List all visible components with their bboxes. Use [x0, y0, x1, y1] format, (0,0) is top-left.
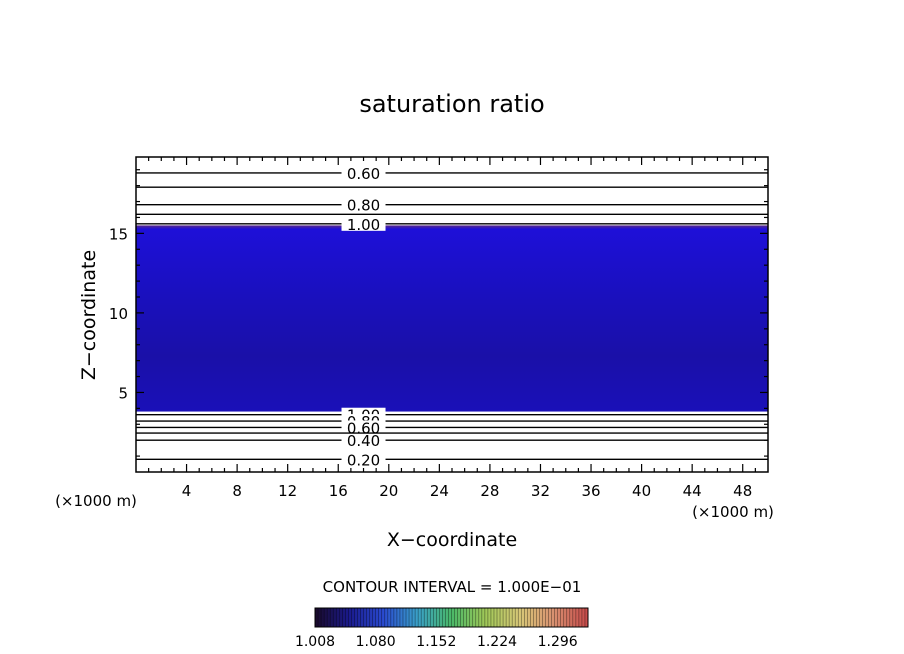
- colorbar-tick-label: 1.008: [295, 634, 335, 650]
- contour-label-bg: [341, 197, 386, 212]
- contour-label-upper-0: 0.60: [347, 165, 380, 183]
- contour-label-lower-4: 0.20: [347, 451, 380, 469]
- x-unit-left: (×1000 m): [55, 492, 137, 510]
- x-tick-label: 16: [329, 482, 348, 500]
- contour-label-bg: [341, 216, 386, 231]
- x-unit-right: (×1000 m): [692, 503, 774, 521]
- y-tick-label: 5: [118, 384, 128, 402]
- chart-title: saturation ratio: [359, 90, 544, 118]
- contour-label-lower-3: 0.40: [347, 432, 380, 450]
- contour-label-bg: [341, 452, 386, 467]
- y-tick-label: 10: [109, 305, 128, 323]
- colorbar-frame: [314, 607, 589, 628]
- x-tick-label: 48: [733, 482, 752, 500]
- x-tick-label: 12: [278, 482, 297, 500]
- contour-label-bg: [341, 165, 386, 180]
- x-tick-label: 20: [379, 482, 398, 500]
- colorbar-tick-label: 1.152: [416, 634, 456, 650]
- colorbar-tick-label: 1.224: [477, 634, 517, 650]
- colorbar-tick-label: 1.080: [356, 634, 396, 650]
- contour-label-bg: [341, 420, 386, 435]
- contour-interval-text: CONTOUR INTERVAL = 1.000E−01: [323, 578, 582, 596]
- x-tick-label: 8: [232, 482, 242, 500]
- filled-region: [136, 225, 768, 412]
- x-tick-label: 44: [683, 482, 702, 500]
- contour-label-upper-2: 0.80: [347, 197, 380, 215]
- colorbar-tick-label: 1.296: [538, 634, 578, 650]
- x-tick-label: 4: [182, 482, 192, 500]
- x-axis-label: X−coordinate: [387, 529, 517, 551]
- y-tick-label: 15: [109, 225, 128, 243]
- x-tick-label: 28: [480, 482, 499, 500]
- x-tick-label: 32: [531, 482, 550, 500]
- x-tick-label: 24: [430, 482, 449, 500]
- x-tick-label: 36: [581, 482, 600, 500]
- contour-label-upper-4: 1.00: [347, 216, 380, 234]
- x-tick-label: 40: [632, 482, 651, 500]
- contour-label-bg: [341, 433, 386, 448]
- y-axis-label: Z−coordinate: [78, 250, 100, 380]
